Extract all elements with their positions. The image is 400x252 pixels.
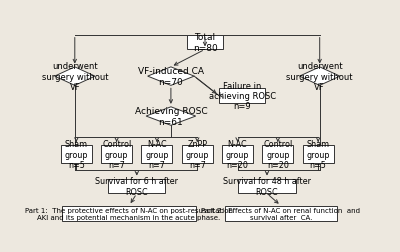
Text: underwent
surgery without
VF: underwent surgery without VF (286, 62, 353, 92)
Text: Control
group
n=20: Control group n=20 (263, 140, 292, 169)
FancyBboxPatch shape (182, 146, 213, 163)
Text: Achieving ROSC
n=61: Achieving ROSC n=61 (134, 107, 207, 126)
FancyBboxPatch shape (187, 36, 223, 50)
Text: Control
group
n=7: Control group n=7 (102, 140, 131, 169)
Text: Sham
group
n=5: Sham group n=5 (64, 140, 88, 169)
FancyBboxPatch shape (61, 146, 92, 163)
FancyBboxPatch shape (142, 146, 172, 163)
Polygon shape (300, 68, 340, 86)
Polygon shape (55, 68, 95, 86)
Text: underwent
surgery without
VF: underwent surgery without VF (42, 62, 108, 92)
Text: Part 2:  Effects of N-AC on renal function  and
survival after  CA.: Part 2: Effects of N-AC on renal functio… (202, 207, 360, 220)
Text: ZnPP
group
n=7: ZnPP group n=7 (186, 140, 209, 169)
FancyBboxPatch shape (108, 179, 166, 194)
Text: Survival for 48 h after
ROSC: Survival for 48 h after ROSC (223, 177, 311, 196)
Polygon shape (148, 68, 194, 86)
FancyBboxPatch shape (238, 179, 296, 194)
Polygon shape (146, 107, 196, 126)
FancyBboxPatch shape (225, 206, 337, 221)
Text: Failure in
achieving ROSC
n=9: Failure in achieving ROSC n=9 (209, 81, 276, 111)
Text: N-AC
group
n=7: N-AC group n=7 (145, 140, 169, 169)
FancyBboxPatch shape (101, 146, 132, 163)
Text: VF-induced CA
n=70: VF-induced CA n=70 (138, 67, 204, 86)
Text: Total
n=80: Total n=80 (193, 33, 217, 52)
FancyBboxPatch shape (303, 146, 334, 163)
FancyBboxPatch shape (219, 88, 266, 104)
FancyBboxPatch shape (62, 206, 196, 221)
FancyBboxPatch shape (222, 146, 253, 163)
Text: Part 1:  The protective effects of N-AC on post-resuscitation
AKI and its potent: Part 1: The protective effects of N-AC o… (25, 207, 233, 220)
Text: Survival for 6 h after
ROSC: Survival for 6 h after ROSC (95, 177, 178, 196)
Text: Sham
group
n=5: Sham group n=5 (306, 140, 330, 169)
Text: N-AC
group
n=20: N-AC group n=20 (226, 140, 249, 169)
FancyBboxPatch shape (262, 146, 293, 163)
